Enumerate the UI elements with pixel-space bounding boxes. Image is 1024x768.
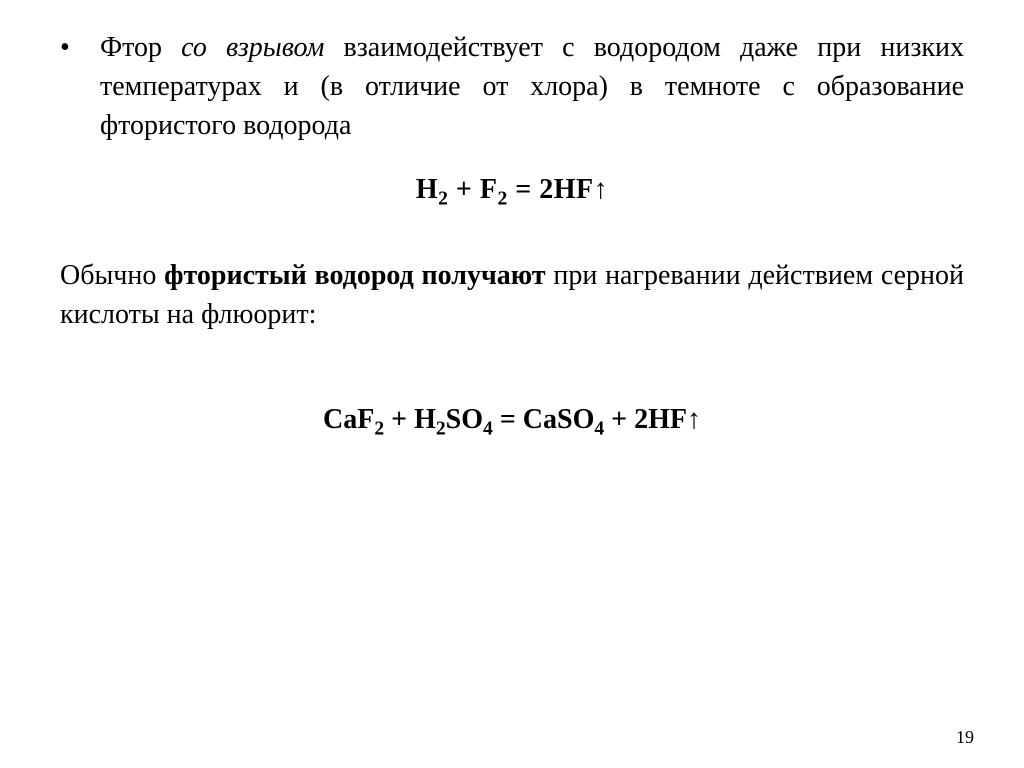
eq2-caso: CaSO — [523, 404, 595, 435]
eq1-eq: = — [508, 174, 539, 205]
para2-bold: фтористый водород получают — [164, 260, 545, 291]
para1-pre: Фтор — [100, 32, 181, 63]
eq2-arrow: ↑ — [687, 404, 701, 435]
page-number: 19 — [956, 727, 974, 748]
eq1-h-sub: 2 — [438, 188, 448, 209]
eq2-eq: = — [493, 404, 523, 435]
para2-pre: Обычно — [60, 260, 164, 291]
paragraph-1-text: Фтор со взрывом взаимодействует с водоро… — [100, 28, 964, 146]
eq2-hf: HF — [648, 404, 687, 435]
eq1-coeff: 2 — [539, 174, 554, 205]
eq1-f-sub: 2 — [498, 188, 508, 209]
eq2-plus2: + — [604, 404, 634, 435]
equation-2: CaF2 + H2SO4 = CaSO4 + 2HF↑ — [60, 404, 964, 436]
slide: • Фтор со взрывом взаимодействует с водо… — [0, 0, 1024, 768]
paragraph-2: Обычно фтористый водород получают при на… — [60, 256, 964, 334]
para1-emph: со взрывом — [181, 32, 324, 63]
eq1-plus: + — [448, 174, 479, 205]
eq2-coeff: 2 — [634, 404, 648, 435]
eq2-caf: CaF — [323, 404, 374, 435]
eq2-so: SO — [446, 404, 483, 435]
eq1-f: F — [480, 174, 498, 205]
eq2-caf-sub: 2 — [374, 419, 384, 440]
eq1-hf: HF — [554, 174, 594, 205]
eq2-h: H — [414, 404, 436, 435]
bullet-marker: • — [60, 28, 100, 67]
bullet-paragraph-1: • Фтор со взрывом взаимодействует с водо… — [60, 28, 964, 146]
equation-1: H2 + F2 = 2HF↑ — [60, 174, 964, 206]
eq2-so-sub: 4 — [483, 419, 493, 440]
eq1-arrow: ↑ — [594, 174, 609, 205]
eq1-h: H — [416, 174, 438, 205]
eq2-plus1: + — [384, 404, 414, 435]
eq2-h-sub: 2 — [436, 419, 446, 440]
eq2-caso-sub: 4 — [594, 419, 604, 440]
